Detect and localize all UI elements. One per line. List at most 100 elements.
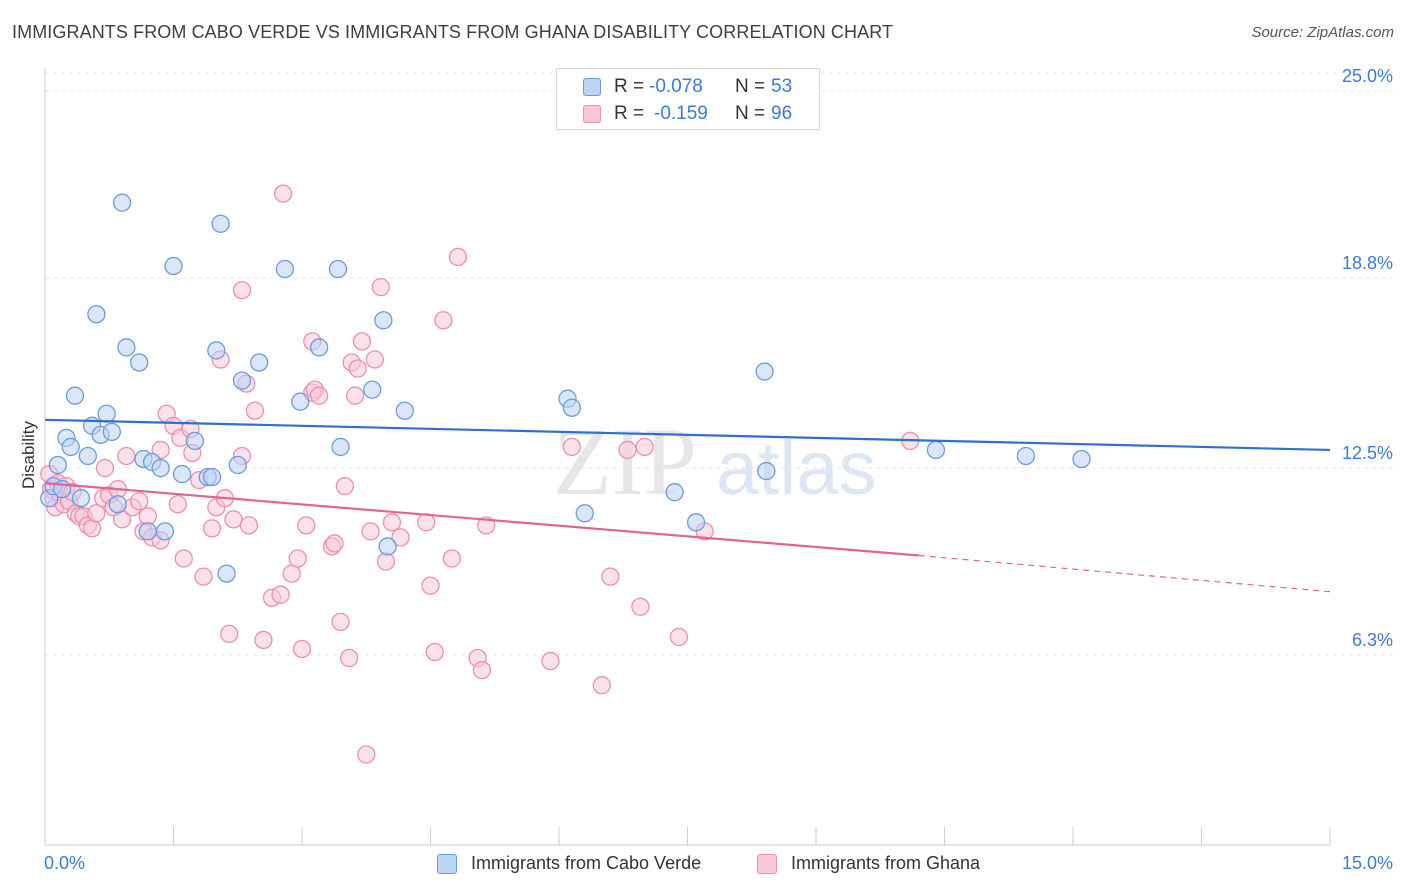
y-tick-label: 12.5%: [1342, 443, 1393, 463]
trend-line-ghana: [44, 482, 919, 557]
ghana-point: [434, 311, 453, 330]
y-tick-label: 18.8%: [1342, 253, 1393, 273]
stats-row-cabo-verde: R = -0.078 N = 53: [557, 73, 819, 101]
ghana-point: [194, 567, 213, 586]
source-credit: Source: ZipAtlas.com: [1251, 24, 1394, 41]
ghana-point: [309, 386, 329, 405]
cabo-verde-point: [61, 437, 80, 457]
cabo-verde-point: [395, 401, 414, 420]
cabo-verde-point: [102, 422, 121, 442]
cabo-verde-point: [48, 455, 67, 475]
ghana-point: [618, 440, 637, 460]
pink-swatch-icon: [583, 105, 601, 123]
cabo-verde-point: [87, 305, 106, 324]
ghana-point: [669, 627, 689, 647]
cabo-verde-point: [207, 341, 226, 360]
ghana-point: [376, 552, 396, 571]
watermark-atlas: atlas: [716, 426, 877, 511]
ghana-point: [325, 534, 344, 553]
y-tick-labels: 6.3% 12.5% 18.8% 25.0%: [1342, 66, 1393, 650]
ghana-point: [357, 745, 376, 764]
ghana-point: [87, 504, 106, 523]
ghana-point: [448, 247, 468, 267]
ghana-point: [168, 495, 187, 514]
ghana-point: [635, 437, 654, 457]
cabo-verde-point: [217, 564, 236, 583]
ghana-point: [391, 528, 410, 547]
n-value: 53: [771, 76, 793, 97]
cabo-verde-point: [275, 259, 295, 279]
cabo-verde-point: [575, 504, 594, 523]
ghana-point: [592, 676, 611, 695]
n-value: 96: [771, 103, 793, 124]
cabo-verde-point: [250, 353, 269, 372]
y-tick-label: 6.3%: [1352, 630, 1393, 650]
cabo-verde-point: [71, 489, 91, 508]
series-legend: Immigrants from Cabo Verde Immigrants fr…: [0, 852, 1406, 878]
cabo-verde-point: [117, 338, 136, 357]
ghana-point: [421, 576, 440, 595]
cabo-verde-point: [164, 256, 183, 276]
ghana-point: [472, 660, 492, 680]
ghana-point: [239, 516, 259, 535]
blue-swatch-icon: [583, 78, 601, 96]
cabo-verde-point: [378, 537, 397, 556]
ghana-point: [339, 648, 359, 668]
ghana-point: [425, 642, 444, 662]
ghana-point: [345, 386, 365, 405]
r-label: R =: [614, 76, 645, 97]
ghana-point: [117, 446, 136, 466]
cabo-verde-point: [926, 440, 946, 460]
watermark: ZIP atlas: [553, 408, 877, 515]
legend-label: Immigrants from Ghana: [791, 853, 981, 873]
cabo-verde-point: [755, 362, 774, 381]
cabo-verde-point: [331, 437, 350, 457]
ghana-point: [417, 513, 436, 532]
cabo-verde-point: [665, 483, 684, 502]
ghana-point: [382, 513, 402, 532]
cabo-verde-point: [1072, 449, 1091, 469]
ghana-point: [174, 549, 193, 568]
ghana-point: [601, 567, 620, 586]
cabo-verde-point: [138, 522, 157, 541]
cabo-verde-point: [151, 458, 170, 478]
cabo-verde-point: [1016, 446, 1036, 466]
stats-row-ghana: R = -0.159 N = 96: [557, 100, 819, 128]
ghana-point: [562, 437, 581, 457]
ghana-point: [254, 630, 273, 650]
ghana-point: [232, 280, 252, 300]
cabo-verde-point: [374, 311, 393, 330]
ghana-point: [297, 516, 316, 535]
cabo-verde-point: [328, 259, 348, 279]
ghana-point: [442, 549, 462, 568]
cabo-verde-point: [562, 398, 581, 417]
cabo-verde-point: [757, 461, 776, 481]
x-tick-max: 15.0%: [1342, 853, 1393, 873]
ghana-point: [95, 458, 115, 478]
cabo-verde-point: [172, 464, 192, 484]
trend-line-cabo-verde: [44, 418, 1331, 452]
cabo-verde-point: [363, 380, 382, 399]
ghana-point: [130, 492, 149, 511]
ghana-point: [352, 332, 372, 351]
r-value: -0.078: [649, 76, 703, 97]
cabo-verde-point: [291, 392, 310, 411]
ghana-point: [335, 476, 354, 496]
cabo-verde-point: [232, 371, 252, 390]
chart-title: IMMIGRANTS FROM CABO VERDE VS IMMIGRANTS…: [12, 22, 894, 42]
cabo-verde-point: [130, 353, 149, 372]
ghana-point: [245, 401, 265, 420]
pink-swatch-icon: [757, 854, 777, 874]
n-label: N =: [735, 76, 766, 97]
ghana-point: [224, 510, 243, 529]
cabo-verde-point: [228, 455, 247, 475]
blue-swatch-icon: [437, 854, 457, 874]
ghana-point: [371, 277, 390, 297]
cabo-verde-point: [112, 193, 132, 212]
trend-line-ghana-extrapolated: [918, 554, 1331, 593]
grid-lines: [45, 72, 1395, 656]
y-axis-label: Disability: [19, 420, 38, 489]
cabo-verde-point: [97, 404, 116, 423]
ghana-point: [631, 597, 650, 616]
ghana-point: [541, 651, 560, 671]
